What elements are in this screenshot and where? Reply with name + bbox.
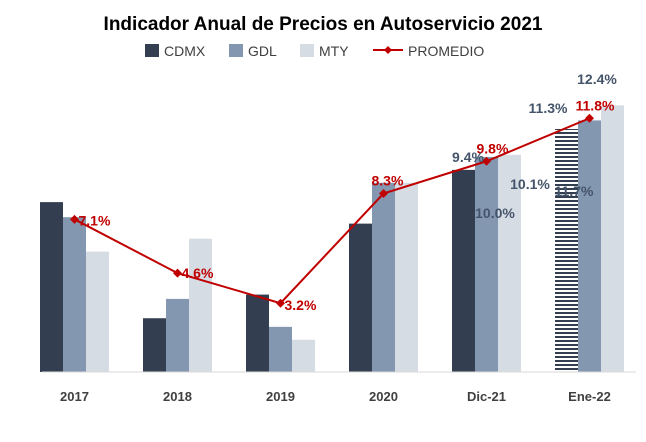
label-promedio-2017: 7.1% — [79, 212, 111, 228]
promedio-point-2019 — [276, 298, 285, 308]
label-gdl-ene-22: 11.7% — [555, 183, 594, 199]
bar-cdmx-dic-21 — [452, 169, 475, 372]
bar-cdmx-2019 — [246, 294, 269, 372]
legend-swatch-mty — [300, 44, 314, 57]
promedio-point-2018 — [173, 268, 182, 278]
legend-label-promedio: PROMEDIO — [408, 43, 484, 59]
bar-cdmx-2017 — [40, 202, 63, 372]
bar-gdl-2020 — [372, 182, 395, 372]
bar-cdmx-2018 — [143, 318, 166, 372]
bar-mty-ene-22 — [601, 105, 624, 372]
promedio-point-2020 — [379, 189, 388, 199]
label-cdmx-dic-21: 9.4% — [452, 149, 484, 165]
bar-mty-dic-21 — [498, 154, 521, 372]
label-promedio-dic-21: 9.8% — [477, 140, 509, 156]
label-cdmx-ene-22: 11.3% — [529, 100, 568, 116]
legend-label-cdmx: CDMX — [164, 43, 206, 59]
data-labels: 7.1% 4.6% 3.2% 8.3% 9.8% 11.8% 9.4% 11.3% 10.0% 1… — [79, 71, 618, 313]
bar-mty-2019 — [292, 339, 315, 372]
bar-gdl-dic-21 — [475, 156, 498, 372]
promedio-line — [70, 113, 594, 308]
legend-swatch-cdmx — [145, 44, 159, 57]
legend-swatch-marker-promedio — [384, 46, 392, 54]
bar-gdl-2019 — [269, 326, 292, 372]
legend-label-gdl: GDL — [248, 43, 277, 59]
label-mty-dic-21: 10.1% — [510, 176, 550, 192]
label-promedio-2020: 8.3% — [372, 173, 404, 189]
bar-mty-2018 — [189, 238, 212, 372]
bar-gdl-2018 — [166, 298, 189, 372]
label-mty-ene-22: 12.4% — [577, 71, 617, 87]
legend-swatch-gdl — [229, 44, 243, 57]
tick-label-2020: 2020 — [369, 389, 398, 404]
promedio-polyline — [74, 117, 590, 305]
legend-item-gdl: GDL — [229, 43, 277, 59]
label-gdl-dic-21: 10.0% — [475, 205, 515, 221]
tick-label-2018: 2018 — [163, 389, 192, 404]
x-axis-ticks: 2017 2018 2019 2020 Dic-21 Ene-22 — [60, 389, 611, 404]
label-promedio-ene-22: 11.8% — [576, 97, 615, 113]
tick-label-ene-22: Ene-22 — [568, 389, 611, 404]
bar-cdmx-2020 — [349, 223, 372, 372]
promedio-point-dic-21 — [482, 156, 491, 166]
bar-mty-2020 — [395, 182, 418, 372]
tick-label-2019: 2019 — [266, 389, 295, 404]
bar-gdl-ene-22 — [578, 120, 601, 373]
bar-mty-2017 — [86, 251, 109, 372]
label-promedio-2018: 4.6% — [182, 265, 214, 281]
bar-cdmx-ene-22 — [555, 129, 578, 372]
tick-label-2017: 2017 — [60, 389, 89, 404]
legend: CDMX GDL MTY PROMEDIO — [145, 43, 484, 59]
bar-gdl-2017 — [63, 217, 86, 372]
bars — [40, 105, 624, 373]
legend-item-cdmx: CDMX — [145, 43, 206, 59]
promedio-point-ene-22 — [585, 113, 594, 123]
tick-label-dic-21: Dic-21 — [467, 389, 506, 404]
label-promedio-2019: 3.2% — [285, 297, 317, 313]
chart-title: Indicador Anual de Precios en Autoservic… — [104, 14, 543, 35]
promedio-point-2017 — [70, 214, 79, 224]
legend-item-mty: MTY — [300, 43, 349, 59]
legend-label-mty: MTY — [319, 43, 349, 59]
legend-item-promedio: PROMEDIO — [373, 43, 484, 59]
